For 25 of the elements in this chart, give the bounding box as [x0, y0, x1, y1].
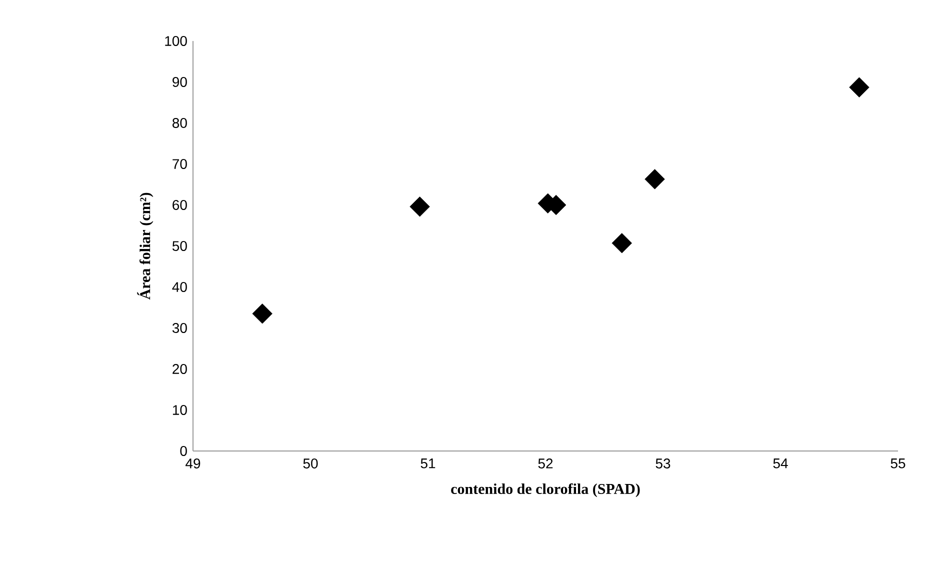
point — [410, 196, 430, 217]
y-tick-label: 100 — [165, 36, 187, 46]
y-tick-label: 0 — [180, 446, 187, 456]
y-tick-label: 40 — [172, 282, 187, 292]
y-tick-label: 20 — [172, 364, 187, 374]
point — [849, 77, 870, 98]
x-tick-label: 50 — [303, 458, 318, 468]
y-axis-title: Área foliar (cm²) — [137, 192, 154, 300]
y-tick-label: 50 — [172, 241, 187, 251]
point — [252, 304, 272, 324]
point — [644, 169, 665, 190]
y-tick-label: 90 — [172, 77, 187, 87]
y-tick-label: 70 — [172, 159, 187, 169]
x-tick-label: 55 — [890, 458, 906, 468]
x-axis-title: contenido de clorofila (SPAD) — [451, 483, 640, 498]
y-tick-label: 80 — [172, 118, 187, 128]
y-tick-label: 30 — [172, 323, 187, 333]
x-tick-label: 52 — [538, 458, 553, 468]
y-tick-label: 60 — [172, 200, 187, 210]
x-tick-label: 49 — [186, 458, 200, 468]
y-tick-label: 10 — [172, 405, 187, 415]
x-tick-label: 53 — [656, 458, 670, 468]
x-tick-label: 51 — [420, 458, 436, 468]
point — [612, 233, 632, 254]
x-tick-label: 54 — [773, 458, 788, 468]
